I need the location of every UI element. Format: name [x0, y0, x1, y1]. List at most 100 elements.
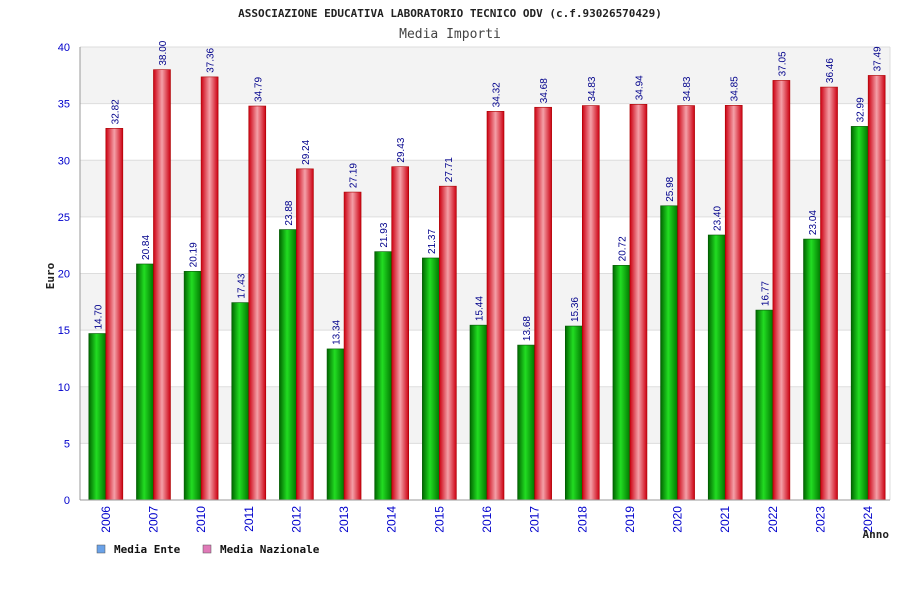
- bar-media-ente: [183, 271, 202, 501]
- bar-media-ente: [660, 205, 678, 501]
- chart-title: ASSOCIAZIONE EDUCATIVA LABORATORIO TECNI…: [238, 7, 662, 20]
- data-label: 21.37: [427, 229, 438, 254]
- x-tick-label: 2019: [623, 506, 637, 533]
- data-label: 15.44: [475, 296, 486, 321]
- data-label: 37.05: [777, 51, 788, 76]
- x-tick-label: 2018: [575, 506, 589, 533]
- bar-media-ente: [803, 238, 821, 501]
- data-label: 20.72: [617, 236, 628, 261]
- x-tick-label: 2020: [671, 506, 685, 533]
- data-label: 34.83: [682, 76, 693, 101]
- bar-media-nazionale: [153, 69, 171, 501]
- bar-media-ente: [469, 324, 488, 501]
- data-label: 21.93: [379, 222, 390, 247]
- data-label: 23.88: [284, 200, 295, 225]
- y-tick-label: 40: [58, 42, 70, 54]
- bar-media-nazionale: [105, 128, 124, 501]
- data-label: 27.19: [349, 163, 360, 188]
- x-tick-label: 2013: [337, 506, 351, 533]
- bar-media-ente: [231, 302, 250, 501]
- data-labels: 14.70 32.82 20.84 38.00 20.19 37.36 17.43 34.79…: [93, 40, 883, 345]
- x-tick-label: 2011: [242, 506, 256, 532]
- data-label: 34.32: [492, 82, 503, 107]
- legend: Media Ente Media Nazionale: [96, 543, 320, 556]
- x-tick-label: 2015: [432, 506, 446, 533]
- bar-media-ente: [279, 229, 297, 501]
- x-tick-label: 2014: [385, 506, 399, 533]
- chart-subtitle: Media Importi: [399, 27, 501, 42]
- bar-media-nazionale: [343, 191, 362, 501]
- y-tick-label: 35: [58, 99, 70, 111]
- bar-media-nazionale: [534, 106, 552, 501]
- data-label: 29.24: [301, 139, 312, 164]
- bar-media-nazionale: [296, 168, 314, 501]
- bar-media-ente: [755, 309, 774, 501]
- data-label: 16.77: [760, 281, 771, 306]
- x-tick-label: 2024: [861, 506, 875, 533]
- bar-media-nazionale: [439, 185, 457, 501]
- bar-media-ente: [564, 325, 583, 501]
- data-label: 34.68: [539, 78, 550, 103]
- bar-media-nazionale: [677, 105, 695, 501]
- bar-media-ente: [517, 344, 535, 501]
- y-tick-label: 10: [58, 382, 70, 394]
- x-tick-label: 2023: [814, 506, 828, 533]
- x-tick-label: 2021: [718, 506, 732, 533]
- data-label: 20.84: [141, 235, 152, 260]
- data-label: 13.68: [522, 316, 533, 341]
- bar-media-ente: [422, 257, 440, 501]
- x-tick-label: 2016: [480, 506, 494, 533]
- bar-media-ente: [136, 263, 154, 501]
- data-label: 34.83: [587, 76, 598, 101]
- y-tick-label: 0: [64, 495, 70, 507]
- y-tick-label: 25: [58, 212, 70, 224]
- data-label: 34.79: [253, 77, 264, 102]
- bar-media-ente: [88, 333, 107, 501]
- data-label: 13.34: [332, 319, 343, 344]
- y-axis-label: Euro: [44, 262, 57, 289]
- bars: [88, 69, 886, 501]
- bar-media-nazionale: [391, 166, 410, 501]
- data-label: 14.70: [93, 304, 104, 329]
- bar-media-nazionale: [200, 76, 219, 501]
- data-label: 32.82: [110, 99, 121, 124]
- x-axis-ticks: 2006 2007 2010 2011 2012 2013 2014 2015 2016 2017…: [99, 506, 875, 533]
- bar-media-nazionale: [772, 80, 791, 501]
- data-label: 23.04: [808, 210, 819, 235]
- bar-media-nazionale: [820, 86, 838, 501]
- x-tick-label: 2007: [146, 506, 160, 533]
- y-tick-label: 15: [58, 325, 70, 337]
- bar-media-ente: [850, 126, 869, 501]
- data-label: 34.85: [730, 76, 741, 101]
- data-label: 29.43: [396, 137, 407, 162]
- data-label: 25.98: [665, 176, 676, 201]
- data-label: 15.36: [570, 297, 581, 322]
- bar-media-ente: [374, 251, 393, 501]
- x-axis-label: Anno: [863, 528, 890, 541]
- x-tick-label: 2006: [99, 506, 113, 533]
- x-tick-label: 2017: [528, 506, 542, 533]
- bar-media-ente: [612, 265, 631, 501]
- bar-media-nazionale: [629, 104, 648, 501]
- bar-media-nazionale: [867, 75, 886, 501]
- bar-media-nazionale: [724, 105, 743, 501]
- legend-swatch-ente: [96, 544, 106, 554]
- bar-media-nazionale: [486, 111, 505, 501]
- data-label: 23.40: [713, 206, 724, 231]
- x-tick-label: 2012: [289, 506, 303, 533]
- data-label: 32.99: [856, 97, 867, 122]
- data-label: 17.43: [236, 273, 247, 298]
- y-tick-label: 20: [58, 269, 70, 281]
- data-label: 38.00: [158, 40, 169, 65]
- data-label: 20.19: [189, 242, 200, 267]
- y-axis-ticks: 0 5 10 15 20 25 30 35 40: [58, 42, 70, 507]
- legend-label-nazionale: Media Nazionale: [220, 543, 320, 556]
- bar-media-nazionale: [248, 105, 267, 501]
- data-label: 37.36: [206, 47, 217, 72]
- data-label: 37.49: [873, 46, 884, 71]
- y-tick-label: 30: [58, 155, 70, 167]
- data-label: 27.71: [444, 157, 455, 182]
- x-tick-label: 2022: [766, 506, 780, 533]
- x-tick-label: 2010: [194, 506, 208, 533]
